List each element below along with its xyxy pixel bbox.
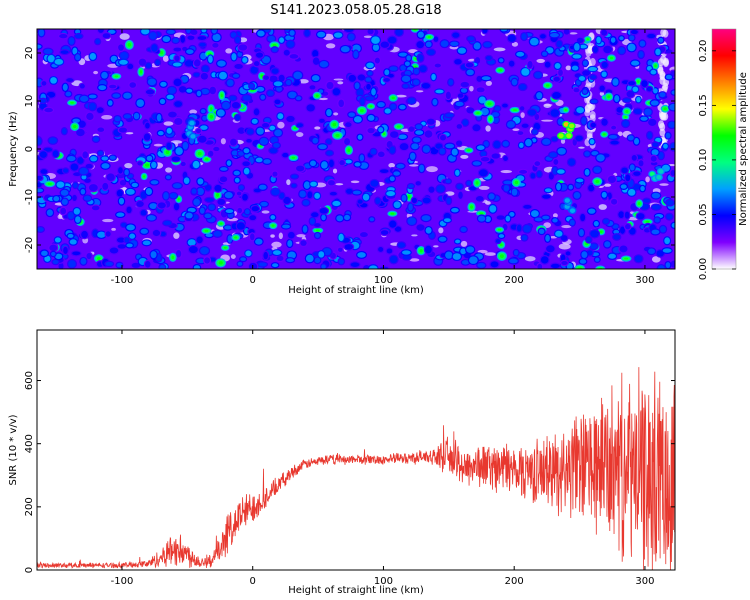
y-tick-label: 0 xyxy=(24,567,35,573)
snr-x-ticks: -100 0 100 200 300 xyxy=(111,330,654,587)
x-tick-label: 0 xyxy=(250,275,256,286)
y-tick-label: 10 xyxy=(24,95,35,108)
spectrogram-x-ticks: -100 0 100 200 300 xyxy=(111,29,654,286)
x-tick-label: 200 xyxy=(505,275,524,286)
x-tick-label: 100 xyxy=(374,576,393,587)
y-tick-label: -20 xyxy=(24,237,35,253)
snr-panel: -100 0 100 200 300 0 200 400 600 Height of stra… xyxy=(8,329,676,596)
colorbar-label: Normalized spectral amplitude xyxy=(738,72,749,226)
hot-spot-core xyxy=(563,122,569,127)
hot-spot-core xyxy=(569,208,576,213)
hot-spot-core xyxy=(656,175,662,180)
hot-spot-core xyxy=(564,198,570,203)
chart-title: S141.2023.058.05.28.G18 xyxy=(270,3,441,18)
hot-spot-core xyxy=(569,123,575,129)
colorbar-tick-label: 0.10 xyxy=(698,149,709,171)
colorbar-tick-label: 0.20 xyxy=(698,40,709,62)
y-tick-label: 20 xyxy=(24,47,35,60)
snr-series-line xyxy=(37,367,675,570)
y-tick-label: 400 xyxy=(24,434,35,453)
colorbar-tick-label: 0.00 xyxy=(698,258,709,280)
snr-frame xyxy=(36,329,676,571)
hot-spot-core xyxy=(190,134,196,139)
spectrogram-x-label: Height of straight line (km) xyxy=(288,285,424,296)
x-tick-label: -100 xyxy=(111,576,134,587)
y-tick-label: 600 xyxy=(24,371,35,390)
spectrogram-heatmap xyxy=(37,29,675,269)
hot-spot-core xyxy=(649,171,655,177)
y-tick-label: 200 xyxy=(24,497,35,516)
x-tick-label: 200 xyxy=(505,576,524,587)
snr-y-label: SNR (10 * v/v) xyxy=(8,414,19,485)
colorbar-ticks: 0.00 0.05 0.10 0.15 0.20 xyxy=(698,40,736,280)
x-tick-label: 300 xyxy=(635,275,654,286)
spectrogram-y-label: Frequency (Hz) xyxy=(8,111,19,187)
x-tick-label: 300 xyxy=(635,576,654,587)
y-tick-label: -10 xyxy=(24,189,35,205)
hot-spot-core xyxy=(189,120,195,126)
y-tick-label: 0 xyxy=(24,146,35,152)
hot-spot-core xyxy=(658,169,664,174)
snr-y-ticks: 0 200 400 600 xyxy=(24,371,675,573)
colorbar: 0.00 0.05 0.10 0.15 0.20 Normalized spectral… xyxy=(698,28,749,280)
x-tick-label: 0 xyxy=(250,576,256,587)
colorbar-frame xyxy=(711,28,737,270)
spectrogram-y-ticks: -20 -10 0 10 20 xyxy=(24,47,675,253)
colorbar-gradient xyxy=(712,29,736,269)
x-tick-label: -100 xyxy=(111,275,134,286)
hot-spot-core xyxy=(558,133,564,139)
x-tick-label: 100 xyxy=(374,275,393,286)
snr-x-label: Height of straight line (km) xyxy=(288,585,424,596)
colorbar-tick-label: 0.05 xyxy=(698,203,709,225)
hot-spot-core xyxy=(566,133,572,138)
colorbar-tick-label: 0.15 xyxy=(698,94,709,116)
